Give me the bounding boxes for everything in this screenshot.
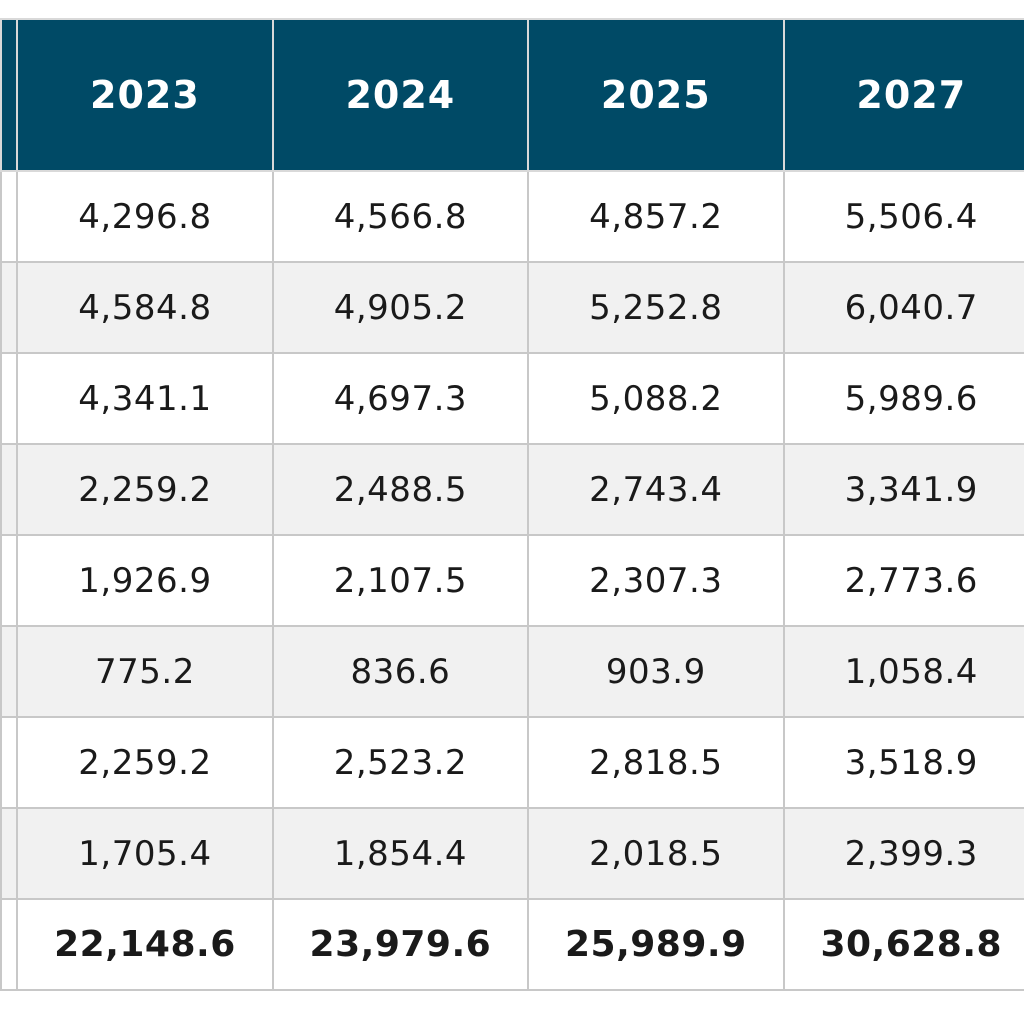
table-cell: 4,697.3	[271, 352, 530, 445]
row-stub-cell	[0, 443, 19, 536]
table-cell: 1,705.4	[16, 807, 274, 900]
header-row: 2023 2024 2025 2027	[0, 18, 1024, 172]
column-header-2025: 2025	[527, 18, 785, 172]
table-cell: 2,488.5	[271, 443, 530, 536]
table-cell: 2,818.5	[527, 716, 785, 809]
total-cell: 25,989.9	[527, 898, 785, 991]
table-row: 4,584.8 4,905.2 5,252.8 6,040.7	[0, 261, 1024, 354]
table-cell: 4,566.8	[271, 170, 530, 263]
table-cell: 1,058.4	[782, 625, 1024, 718]
row-stub-cell	[0, 534, 19, 627]
table-cell: 2,773.6	[782, 534, 1024, 627]
header-stub-cell	[0, 18, 19, 172]
total-row: 22,148.6 23,979.6 25,989.9 30,628.8	[0, 898, 1024, 991]
table-cell: 2,523.2	[271, 716, 530, 809]
column-header-2023: 2023	[16, 18, 274, 172]
table-row: 2,259.2 2,488.5 2,743.4 3,341.9	[0, 443, 1024, 536]
data-table-container: 2023 2024 2025 2027 4,296.8 4,566.8 4,85…	[0, 18, 1024, 1010]
total-cell: 23,979.6	[271, 898, 530, 991]
table-cell: 2,307.3	[527, 534, 785, 627]
table-row: 2,259.2 2,523.2 2,818.5 3,518.9	[0, 716, 1024, 809]
row-stub-cell	[0, 625, 19, 718]
table-cell: 4,296.8	[16, 170, 274, 263]
row-stub-cell	[0, 352, 19, 445]
data-table: 2023 2024 2025 2027 4,296.8 4,566.8 4,85…	[0, 18, 1024, 991]
table-cell: 4,341.1	[16, 352, 274, 445]
table-cell: 2,259.2	[16, 443, 274, 536]
table-cell: 5,088.2	[527, 352, 785, 445]
total-cell: 22,148.6	[16, 898, 274, 991]
column-header-2024: 2024	[271, 18, 530, 172]
table-cell: 2,399.3	[782, 807, 1024, 900]
table-cell: 1,926.9	[16, 534, 274, 627]
table-cell: 3,341.9	[782, 443, 1024, 536]
row-stub-cell	[0, 261, 19, 354]
table-cell: 4,584.8	[16, 261, 274, 354]
row-stub-cell	[0, 898, 19, 991]
column-header-2027: 2027	[782, 18, 1024, 172]
table-cell: 6,040.7	[782, 261, 1024, 354]
table-cell: 4,905.2	[271, 261, 530, 354]
table-cell: 2,018.5	[527, 807, 785, 900]
table-cell: 5,252.8	[527, 261, 785, 354]
table-row: 1,705.4 1,854.4 2,018.5 2,399.3	[0, 807, 1024, 900]
table-cell: 4,857.2	[527, 170, 785, 263]
table-cell: 903.9	[527, 625, 785, 718]
row-stub-cell	[0, 716, 19, 809]
table-cell: 836.6	[271, 625, 530, 718]
table-row: 775.2 836.6 903.9 1,058.4	[0, 625, 1024, 718]
table-row: 1,926.9 2,107.5 2,307.3 2,773.6	[0, 534, 1024, 627]
table-cell: 5,506.4	[782, 170, 1024, 263]
total-cell: 30,628.8	[782, 898, 1024, 991]
table-row: 4,341.1 4,697.3 5,088.2 5,989.6	[0, 352, 1024, 445]
row-stub-cell	[0, 170, 19, 263]
table-cell: 2,259.2	[16, 716, 274, 809]
table-cell: 5,989.6	[782, 352, 1024, 445]
table-cell: 3,518.9	[782, 716, 1024, 809]
table-cell: 1,854.4	[271, 807, 530, 900]
table-cell: 2,107.5	[271, 534, 530, 627]
row-stub-cell	[0, 807, 19, 900]
table-cell: 775.2	[16, 625, 274, 718]
table-cell: 2,743.4	[527, 443, 785, 536]
table-row: 4,296.8 4,566.8 4,857.2 5,506.4	[0, 170, 1024, 263]
